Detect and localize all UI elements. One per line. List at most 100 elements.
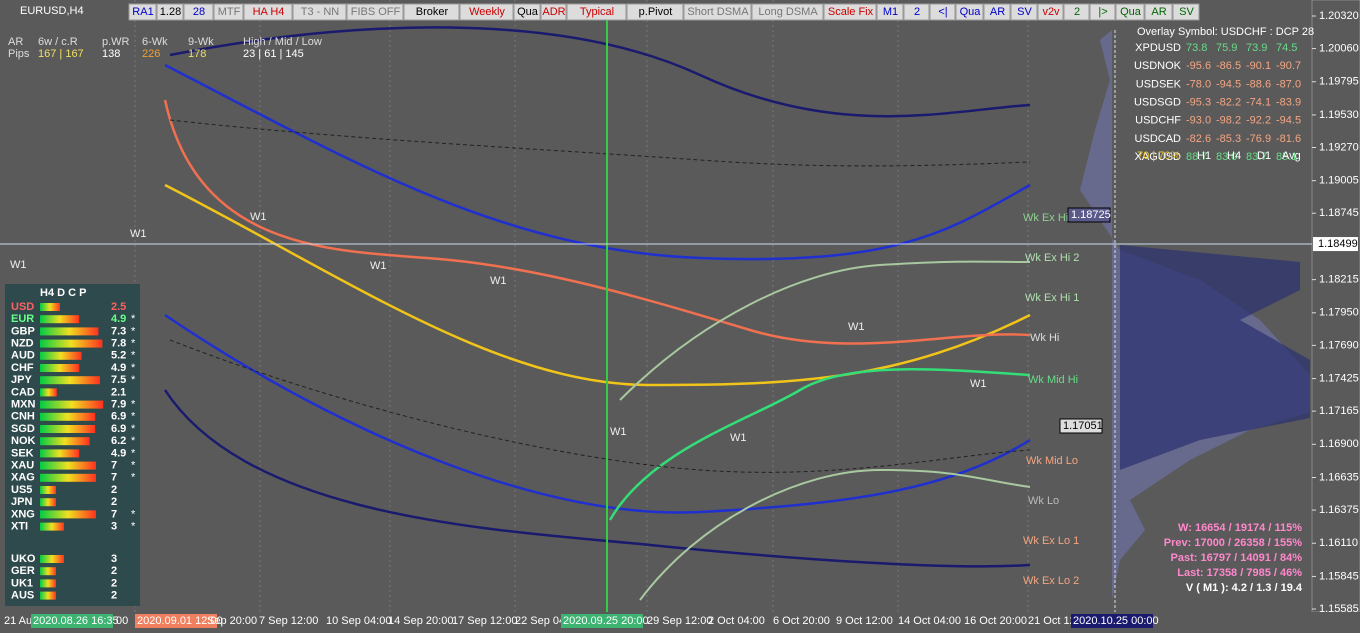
- time-highlight: [135, 614, 217, 628]
- toolbar-button[interactable]: [626, 3, 684, 21]
- overlay-symbol: USDNOK: [1134, 60, 1182, 72]
- strength-value: 3: [111, 521, 117, 533]
- volume-stat: Past: 16797 / 14091 / 84%: [1171, 552, 1303, 564]
- toolbar-button[interactable]: [1037, 3, 1064, 21]
- strength-bar: [40, 327, 99, 336]
- toolbar-button[interactable]: [183, 3, 214, 21]
- toolbar-button[interactable]: [459, 3, 514, 21]
- toolbar-label: 2: [1074, 6, 1080, 18]
- overlay-footer: H1: [1197, 150, 1211, 162]
- volume-stat: Last: 17358 / 7985 / 46%: [1177, 567, 1302, 579]
- currency: UKO: [11, 553, 36, 565]
- price-label: 1.17690: [1319, 339, 1359, 351]
- toolbar-label: AR: [1151, 6, 1166, 18]
- strength-bar: [40, 579, 56, 588]
- toolbar-button[interactable]: [683, 3, 752, 21]
- time-highlight: [31, 614, 113, 628]
- overlay-cell: -88.6: [1246, 78, 1271, 90]
- toolbar-label: 1.28: [160, 6, 181, 18]
- level-label: Wk Ex Hi 2: [1025, 252, 1079, 264]
- strength-bar: [40, 303, 60, 311]
- toolbar-button[interactable]: [213, 3, 244, 21]
- overlay-cell: -95.6: [1186, 60, 1211, 72]
- time-label: 17 Sep 12:00: [452, 615, 517, 627]
- toolbar-button[interactable]: [1172, 3, 1200, 21]
- overlay-footer: D1: [1257, 150, 1271, 162]
- overlay-cell: -82.2: [1216, 97, 1241, 109]
- toolbar-button[interactable]: [955, 3, 984, 21]
- toolbar-button[interactable]: [1089, 3, 1116, 21]
- toolbar-button[interactable]: [566, 3, 627, 21]
- price-label: 1.16375: [1319, 504, 1359, 516]
- strength-bar: [40, 400, 104, 409]
- toolbar-button[interactable]: [1063, 3, 1090, 21]
- price-label: 1.19530: [1319, 109, 1359, 121]
- time-label: 21 Oct 12:: [1028, 615, 1079, 627]
- strength-value: 2.5: [111, 301, 126, 313]
- time-label: 2 Oct 04:00: [708, 615, 765, 627]
- toolbar-label: p.Pivot: [639, 6, 673, 18]
- strength-flag: *: [131, 325, 136, 337]
- price-label: 1.17165: [1319, 405, 1359, 417]
- price-box: [1059, 418, 1103, 434]
- strength-flag: *: [131, 472, 136, 484]
- time-label: 2020.08.26 16:35: [33, 615, 119, 627]
- toolbar-button[interactable]: [156, 3, 184, 21]
- strength-bar: [40, 461, 96, 470]
- overlay-cell: -74.1: [1246, 97, 1271, 109]
- toolbar-button[interactable]: [1115, 3, 1145, 21]
- strength-bar: [40, 351, 82, 360]
- toolbar-button[interactable]: [243, 3, 293, 21]
- toolbar-button[interactable]: [929, 3, 956, 21]
- stat-value: 23 | 61 | 145: [243, 48, 304, 60]
- toolbar-button[interactable]: [876, 3, 904, 21]
- toolbar-button[interactable]: [823, 3, 877, 21]
- level-label: Wk Hi: [1030, 332, 1059, 344]
- currency: AUS: [11, 590, 34, 602]
- toolbar-button[interactable]: [1010, 3, 1038, 21]
- w1-marker: W1: [730, 432, 747, 444]
- strength-bar: [40, 498, 56, 507]
- w1-marker: W1: [130, 228, 147, 240]
- toolbar-label: Weekly: [469, 6, 505, 18]
- price-label: 1.17425: [1319, 372, 1359, 384]
- overlay-symbol: XPDUSD: [1135, 42, 1181, 54]
- stat-header: AR: [8, 36, 23, 48]
- overlay-cell: -86.5: [1216, 60, 1241, 72]
- toolbar-button[interactable]: [403, 3, 460, 21]
- level-label: Wk Mid Lo: [1026, 455, 1078, 467]
- toolbar-button[interactable]: [346, 3, 404, 21]
- strength-flag: *: [131, 313, 136, 325]
- level-label: Wk Lo: [1028, 495, 1059, 507]
- time-axis-area: [0, 612, 1360, 633]
- toolbar-button[interactable]: [513, 3, 541, 21]
- strength-bar: [40, 486, 56, 494]
- price-label: 1.16110: [1319, 537, 1358, 549]
- w1-marker: W1: [970, 378, 987, 390]
- level-label: Wk Ex Hi 1: [1025, 292, 1079, 304]
- strength-value: 6.2: [111, 435, 126, 447]
- toolbar-button[interactable]: [903, 3, 930, 21]
- strength-flag: *: [131, 362, 136, 374]
- currency: EUR: [11, 313, 34, 325]
- toolbar-label: SV: [1017, 6, 1032, 18]
- stat-value: 178: [188, 48, 206, 60]
- strength-value: 2: [111, 590, 117, 602]
- toolbar-button[interactable]: [292, 3, 347, 21]
- currency: SGD: [11, 423, 35, 435]
- toolbar-button[interactable]: [751, 3, 824, 21]
- strength-flag: *: [131, 435, 136, 447]
- toolbar-label: M1: [883, 6, 898, 18]
- strength-value: 2: [111, 484, 117, 496]
- stat-value: 167 | 167: [38, 48, 84, 60]
- strength-bar: [40, 364, 80, 372]
- toolbar-button[interactable]: [128, 3, 157, 21]
- toolbar-button[interactable]: [983, 3, 1011, 21]
- toolbar-button[interactable]: [1144, 3, 1173, 21]
- strength-flag: *: [131, 423, 136, 435]
- toolbar-label: |>: [1098, 6, 1107, 18]
- time-label: 16 Oct 20:00: [964, 615, 1027, 627]
- strength-bar: [40, 437, 90, 446]
- overlay-cell: -98.2: [1216, 115, 1241, 127]
- toolbar-button[interactable]: [540, 3, 567, 21]
